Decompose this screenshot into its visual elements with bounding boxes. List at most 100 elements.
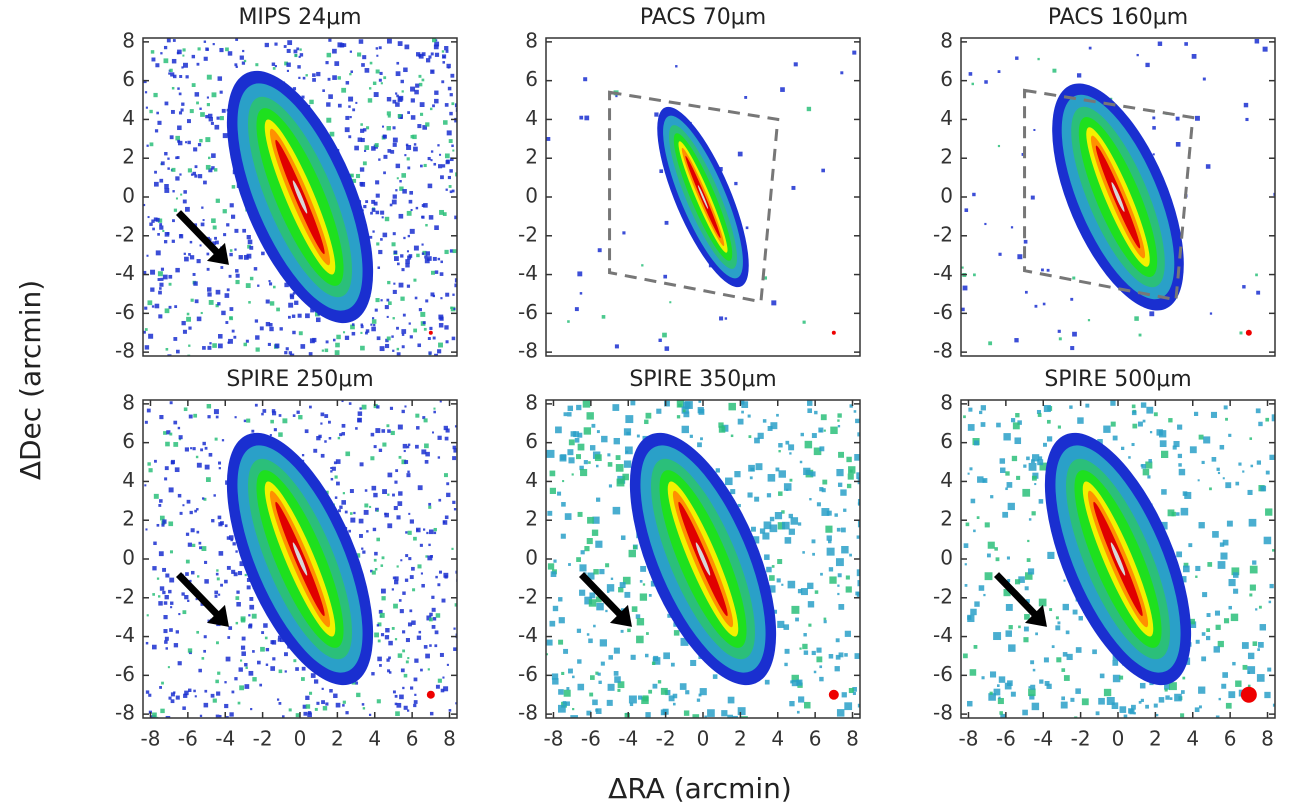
noise bbox=[778, 443, 783, 448]
noise bbox=[1225, 702, 1232, 709]
noise bbox=[856, 591, 860, 597]
noise bbox=[405, 263, 410, 268]
noise bbox=[386, 298, 390, 302]
noise bbox=[234, 248, 237, 251]
noise bbox=[373, 445, 377, 449]
noise bbox=[640, 565, 647, 572]
noise bbox=[337, 103, 342, 108]
noise bbox=[165, 715, 171, 718]
noise bbox=[550, 571, 557, 577]
noise bbox=[235, 621, 239, 625]
noise bbox=[662, 332, 667, 338]
noise bbox=[617, 681, 625, 689]
noise bbox=[795, 617, 799, 622]
noise bbox=[845, 575, 850, 580]
noise bbox=[398, 491, 403, 496]
noise bbox=[588, 599, 597, 607]
noise bbox=[229, 307, 234, 311]
noise bbox=[352, 108, 356, 112]
noise bbox=[357, 417, 362, 423]
noise bbox=[1037, 57, 1040, 61]
noise bbox=[168, 305, 172, 309]
y-tick-label: 0 bbox=[525, 546, 538, 570]
noise bbox=[771, 300, 777, 306]
noise bbox=[784, 537, 792, 544]
noise bbox=[391, 242, 396, 247]
noise bbox=[1006, 482, 1013, 488]
noise bbox=[167, 157, 170, 160]
noise bbox=[1209, 487, 1212, 491]
galaxy-layer bbox=[697, 185, 709, 209]
noise bbox=[197, 47, 201, 51]
noise bbox=[287, 315, 291, 319]
y-tick-label: -4 bbox=[115, 623, 135, 647]
noise bbox=[428, 529, 434, 535]
title-g: SPIRE 500μm bbox=[1044, 367, 1191, 392]
noise bbox=[221, 310, 226, 316]
noise bbox=[547, 563, 555, 570]
noise bbox=[198, 668, 202, 673]
noise bbox=[665, 689, 671, 696]
noise bbox=[386, 424, 390, 428]
noise bbox=[179, 173, 182, 176]
noise bbox=[229, 316, 232, 320]
noise bbox=[322, 89, 325, 92]
noise bbox=[194, 509, 197, 513]
noise bbox=[1195, 639, 1200, 644]
noise bbox=[618, 587, 624, 593]
noise bbox=[402, 313, 406, 317]
noise bbox=[403, 449, 406, 453]
noise bbox=[984, 222, 987, 226]
noise bbox=[298, 55, 301, 58]
noise bbox=[265, 647, 270, 652]
noise bbox=[188, 253, 191, 256]
noise bbox=[645, 412, 652, 419]
noise bbox=[401, 345, 405, 349]
noise bbox=[196, 508, 199, 511]
noise bbox=[400, 668, 405, 673]
noise bbox=[166, 430, 171, 435]
noise bbox=[234, 416, 237, 419]
noise bbox=[848, 466, 856, 474]
noise bbox=[153, 217, 158, 222]
noise bbox=[1160, 521, 1168, 530]
noise bbox=[789, 478, 793, 482]
noise bbox=[1259, 624, 1267, 631]
noise bbox=[406, 473, 411, 478]
noise bbox=[243, 342, 248, 347]
noise bbox=[262, 409, 267, 413]
noise bbox=[835, 638, 840, 643]
noise bbox=[1222, 477, 1225, 480]
noise bbox=[454, 425, 457, 428]
noise bbox=[352, 178, 357, 183]
noise bbox=[407, 470, 410, 474]
noise bbox=[201, 206, 204, 209]
noise bbox=[407, 657, 410, 660]
noise bbox=[395, 102, 400, 107]
noise bbox=[157, 278, 161, 281]
noise bbox=[417, 564, 422, 569]
noise bbox=[359, 407, 362, 410]
noise bbox=[1142, 419, 1146, 423]
noise bbox=[152, 644, 157, 650]
noise bbox=[979, 410, 983, 415]
x-tick-label: 4 bbox=[368, 727, 381, 751]
noise bbox=[168, 589, 172, 594]
noise bbox=[409, 519, 414, 524]
noise bbox=[449, 190, 453, 194]
noise bbox=[159, 287, 162, 290]
noise bbox=[360, 137, 365, 143]
noise bbox=[345, 451, 351, 457]
noise bbox=[439, 209, 445, 215]
noise bbox=[855, 418, 860, 424]
noise bbox=[1027, 539, 1030, 543]
noise bbox=[396, 565, 399, 568]
noise bbox=[219, 116, 224, 121]
noise bbox=[445, 292, 450, 297]
noise bbox=[593, 624, 596, 628]
noise bbox=[1220, 552, 1228, 560]
noise bbox=[1039, 462, 1048, 471]
noise bbox=[1249, 437, 1253, 440]
noise bbox=[384, 305, 389, 310]
noise bbox=[351, 331, 356, 336]
